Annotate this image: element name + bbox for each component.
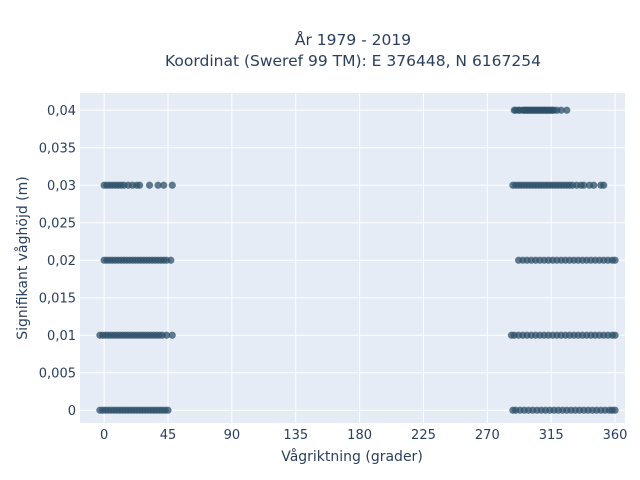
data-point bbox=[162, 331, 171, 339]
y-axis-label: Signifikant våghöjd (m) bbox=[14, 176, 31, 339]
data-point bbox=[168, 181, 176, 189]
data-point bbox=[154, 181, 162, 189]
chart-title: År 1979 - 2019 bbox=[295, 30, 411, 49]
y-tick-label: 0,03 bbox=[47, 179, 76, 194]
data-point bbox=[611, 256, 619, 264]
x-axis-ticks: 0 45 90 135 180 225 270 315 360 bbox=[100, 428, 627, 443]
x-tick-label: 0 bbox=[100, 428, 108, 443]
x-tick-label: 90 bbox=[224, 428, 241, 443]
y-axis-ticks: 0 0,005 0,01 0,015 0,02 0,025 0,03 0,035 0,04 bbox=[39, 104, 76, 419]
x-tick-label: 225 bbox=[411, 428, 436, 443]
x-tick-label: 360 bbox=[603, 428, 628, 443]
data-point bbox=[563, 106, 571, 114]
data-point bbox=[600, 181, 608, 189]
x-axis-label: Vågriktning (grader) bbox=[281, 448, 423, 465]
data-point bbox=[164, 406, 172, 414]
data-point bbox=[136, 181, 144, 189]
data-point bbox=[167, 256, 175, 264]
x-tick-label: 315 bbox=[539, 428, 564, 443]
x-tick-label: 180 bbox=[347, 428, 372, 443]
data-point bbox=[580, 181, 588, 189]
data-point bbox=[590, 181, 598, 189]
x-tick-label: 135 bbox=[283, 428, 308, 443]
data-point bbox=[168, 331, 176, 339]
x-tick-label: 45 bbox=[160, 428, 177, 443]
data-point bbox=[611, 406, 619, 414]
data-point bbox=[145, 181, 154, 189]
chart-subtitle: Koordinat (Sweref 99 TM): E 376448, N 61… bbox=[165, 52, 541, 70]
y-tick-label: 0,025 bbox=[39, 216, 76, 231]
y-tick-label: 0,035 bbox=[39, 141, 76, 156]
y-tick-label: 0,015 bbox=[39, 291, 76, 306]
data-point bbox=[611, 331, 619, 339]
data-markers bbox=[96, 106, 619, 414]
data-point bbox=[160, 181, 168, 189]
y-tick-label: 0,04 bbox=[47, 104, 76, 119]
y-tick-label: 0 bbox=[68, 404, 76, 419]
y-tick-label: 0,005 bbox=[39, 366, 76, 381]
y-tick-label: 0,02 bbox=[47, 254, 76, 269]
data-point bbox=[557, 106, 565, 114]
x-tick-label: 270 bbox=[475, 428, 500, 443]
y-tick-label: 0,01 bbox=[47, 329, 76, 344]
